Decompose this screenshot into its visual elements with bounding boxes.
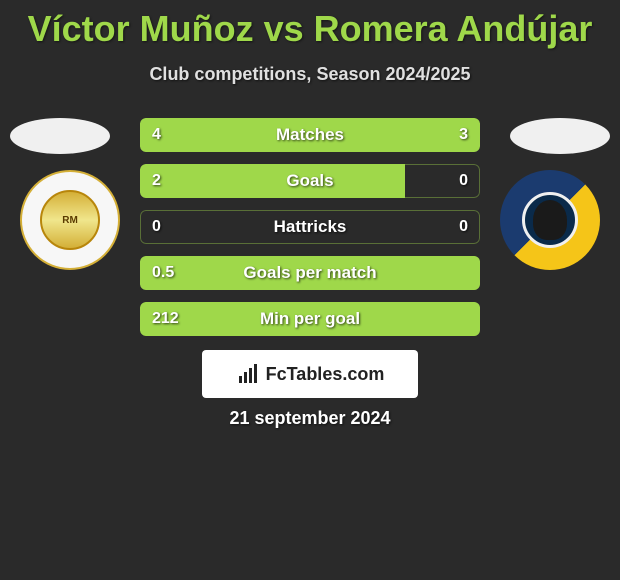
stat-label: Min per goal: [260, 309, 360, 329]
stat-row: 0 Hattricks 0: [140, 210, 480, 244]
stat-value-left: 0: [152, 218, 161, 236]
stat-row: 2 Goals 0: [140, 164, 480, 198]
stat-label: Matches: [276, 125, 344, 145]
date-label: 21 september 2024: [229, 408, 390, 429]
branding-badge: FcTables.com: [202, 350, 418, 398]
stat-value-right: 0: [459, 218, 468, 236]
stat-row: 4 Matches 3: [140, 118, 480, 152]
stat-label: Goals per match: [243, 263, 376, 283]
page-subtitle: Club competitions, Season 2024/2025: [0, 64, 620, 85]
player-oval-right: [510, 118, 610, 154]
stat-value-left: 0.5: [152, 264, 174, 282]
stats-container: 4 Matches 3 2 Goals 0 0 Hattricks 0 0.5 Goals per …: [140, 118, 480, 348]
branding-label: FcTables.com: [266, 364, 385, 385]
stat-fill-left: [140, 164, 405, 198]
stat-label: Goals: [286, 171, 333, 191]
club-badge-left: RM: [20, 170, 120, 270]
stat-value-left: 4: [152, 126, 161, 144]
page-title: Víctor Muñoz vs Romera Andújar: [0, 0, 620, 50]
real-madrid-icon: RM: [40, 190, 100, 250]
stat-value-left: 212: [152, 310, 179, 328]
stat-value-right: 3: [459, 126, 468, 144]
stat-value-right: 0: [459, 172, 468, 190]
stat-row: 212 Min per goal: [140, 302, 480, 336]
club-badge-right: [500, 170, 600, 270]
player-oval-left: [10, 118, 110, 154]
hercules-cf-icon: [522, 192, 578, 248]
stat-row: 0.5 Goals per match: [140, 256, 480, 290]
stat-value-left: 2: [152, 172, 161, 190]
stat-label: Hattricks: [274, 217, 347, 237]
chart-icon: [236, 362, 260, 386]
